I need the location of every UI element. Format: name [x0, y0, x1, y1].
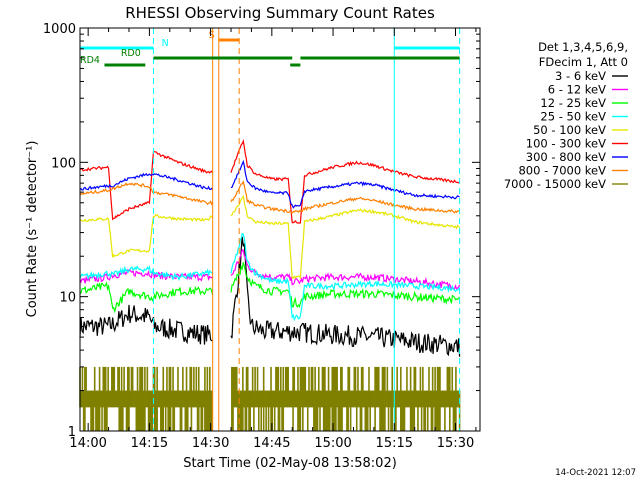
series-4 [79, 194, 460, 280]
x-tick-label: 15:15 [376, 436, 413, 451]
legend-label: 300 - 800 keV [526, 150, 606, 164]
axes-layer: 14:00 14:15 14:30 14:45 15:00 15:15 15:30 1 10 10… [43, 22, 480, 451]
x-tick-label: 15:00 [314, 436, 351, 451]
legend-label: 100 - 300 keV [526, 137, 606, 151]
flag-label: N [162, 38, 169, 49]
series-0-line [230, 236, 461, 357]
x-tick-label: 14:30 [192, 436, 229, 451]
series-6-line [79, 172, 214, 191]
y-tick-label: 10 [59, 291, 76, 306]
legend-header-line2: FDecim 1, Att 0 [539, 55, 628, 69]
plot-background [212, 28, 232, 431]
series-7-line [230, 179, 460, 214]
legend-header-line1: Det 1,3,4,5,6,9, [538, 40, 628, 54]
series-4-line [79, 213, 213, 258]
series-4-line [230, 194, 460, 280]
data-gap-0 [212, 28, 232, 431]
flag-label: S [209, 30, 215, 41]
y-tick-label: 1 [68, 425, 76, 440]
series-7-line [79, 182, 214, 206]
data-layer [79, 138, 461, 431]
series-2 [79, 262, 461, 314]
series-3 [79, 232, 461, 322]
x-tick-label: 14:15 [131, 436, 168, 451]
y-axis-label: Count Rate (s⁻¹ detector⁻¹) [25, 141, 40, 318]
y-tick-label: 1000 [43, 22, 76, 37]
series-5 [79, 138, 460, 224]
flag-label: RD4 [80, 55, 100, 66]
flag-label: RD0 [121, 48, 141, 59]
chart-title: RHESSI Observing Summary Count Rates [125, 4, 435, 22]
legend-label: 50 - 100 keV [533, 123, 606, 137]
series-3-line [79, 265, 214, 282]
legend-label: 12 - 25 keV [540, 96, 606, 110]
legend-label: 6 - 12 keV [548, 83, 606, 97]
plot-frame [79, 27, 481, 432]
legend-label: 25 - 50 keV [540, 110, 606, 124]
x-tick-label: 15:30 [437, 436, 474, 451]
series-0 [79, 236, 461, 357]
series-5-line [230, 138, 460, 224]
x-tick-label: 14:00 [69, 436, 106, 451]
legend-label: 7000 - 15000 keV [504, 177, 606, 191]
x-axis-label: Start Time (02-May-08 13:58:02) [183, 456, 397, 471]
series-2-line [79, 281, 214, 314]
series-8 [79, 366, 461, 431]
series-2-line [230, 262, 461, 308]
series-3-line [230, 232, 461, 322]
legend: Det 1,3,4,5,6,9, FDecim 1, Att 0 3 - 6 k… [504, 40, 628, 191]
series-6 [79, 159, 460, 209]
series-7 [79, 179, 460, 214]
legend-label: 800 - 7000 keV [518, 164, 606, 178]
footer-date: 14-Oct-2021 12:07 [555, 468, 636, 478]
series-5-line [79, 150, 214, 221]
legend-label: 3 - 6 keV [555, 69, 606, 83]
y-tick-label: 100 [51, 156, 76, 171]
series-6-line [230, 159, 460, 209]
x-tick-label: 14:45 [253, 436, 290, 451]
series-0-line [79, 304, 213, 345]
